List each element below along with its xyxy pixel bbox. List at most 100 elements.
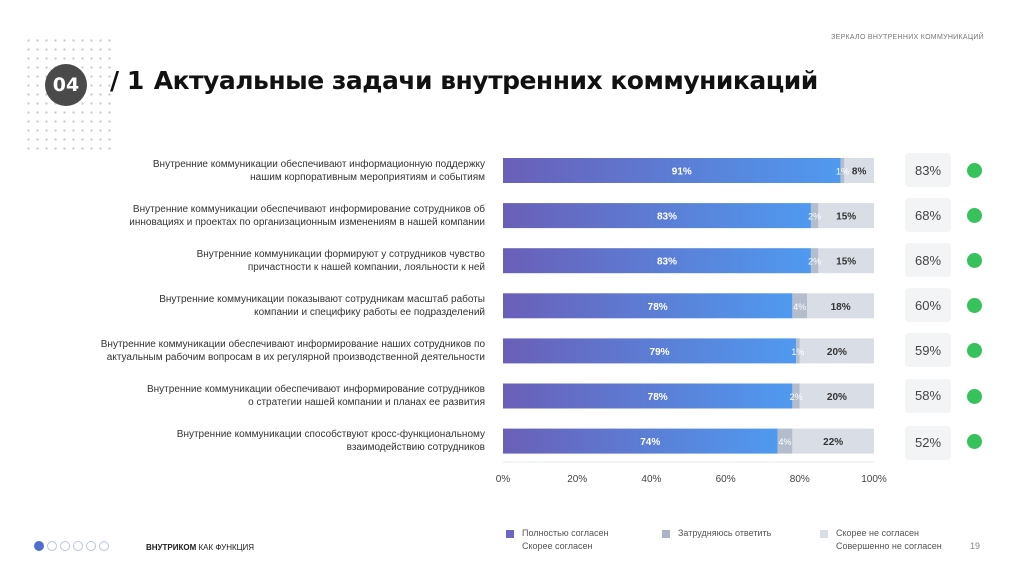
pager-dot[interactable] — [47, 541, 57, 551]
bar-undecided — [810, 248, 819, 274]
bar-undecided — [810, 203, 819, 229]
bar-undecided — [792, 293, 808, 319]
row-label: Внутренние коммуникации обеспечивают инф… — [45, 338, 485, 364]
bar-label-undecided: 4% — [793, 302, 806, 312]
row-label-line: актуальным рабочим вопросам в их регуляр… — [106, 351, 485, 363]
comparison-value: 52% — [905, 425, 951, 460]
comparison-value: 83% — [905, 153, 951, 187]
legend-label: Полностью согласен — [522, 528, 609, 538]
legend-label: Затрудняюсь ответить — [678, 528, 772, 538]
x-tick-label: 100% — [861, 474, 887, 485]
legend-swatch — [506, 530, 514, 538]
bar-label-disagree: 18% — [831, 302, 851, 313]
bar-disagree — [807, 293, 874, 319]
bar-label-disagree: 8% — [852, 167, 867, 178]
status-dot — [967, 433, 982, 449]
row-label: Внутренние коммуникации показывают сотру… — [45, 293, 485, 319]
bar-label-agree: 91% — [672, 167, 692, 178]
row-label-line: Внутренние коммуникации обеспечивают инф… — [152, 158, 485, 170]
bar-label-undecided: 2% — [808, 257, 821, 267]
pager-dot[interactable] — [34, 541, 44, 551]
status-dot — [967, 388, 982, 404]
row-label: Внутренние коммуникации обеспечивают инф… — [45, 158, 485, 184]
footer-title-bold: ВНУТРИКОМ — [146, 543, 197, 552]
bar-agree — [503, 248, 811, 274]
pager-dot[interactable] — [86, 541, 96, 551]
x-tick-label: 40% — [641, 474, 661, 485]
bar-label-agree: 78% — [648, 392, 668, 403]
bar-label-agree: 83% — [657, 257, 677, 268]
bar-agree — [503, 203, 811, 229]
status-dot — [967, 253, 982, 269]
title-number: / 1 — [110, 66, 144, 95]
row-label: Внутренние коммуникации способствуют кро… — [45, 428, 485, 454]
slide-pager — [34, 541, 109, 551]
bar-label-undecided: 1% — [836, 167, 849, 177]
row-label-line: Внутренние коммуникации обеспечивают инф… — [100, 338, 485, 350]
legend-swatch — [820, 530, 828, 538]
legend-item: Затрудняюсь ответить — [662, 527, 772, 540]
bar-disagree — [799, 383, 874, 409]
comparison-value: 60% — [905, 288, 951, 323]
bar-label-undecided: 2% — [790, 392, 803, 402]
bar-label-agree: 74% — [640, 437, 660, 448]
bar-disagree — [818, 203, 874, 229]
bar-agree — [503, 338, 797, 364]
bar-label-disagree: 22% — [823, 437, 843, 448]
legend-item: Скорее не согласен Совершенно не согласен — [820, 527, 942, 553]
row-label: Внутренние коммуникации обеспечивают инф… — [45, 203, 485, 229]
row-label-line: Внутренние коммуникации обеспечивают инф… — [146, 384, 485, 395]
page-number: 19 — [969, 541, 980, 551]
page-title: / 1 Актуальные задачи внутренних коммуник… — [110, 66, 818, 95]
legend-item: Полностью согласен Скорее согласен — [506, 527, 609, 553]
row-label-line: Внутренние коммуникации обеспечивают инф… — [132, 203, 485, 215]
row-label-line: взаимодействию сотрудников — [346, 442, 485, 454]
footer-title: ВНУТРИКОМ КАК ФУНКЦИЯ — [146, 543, 254, 552]
section-caption: ЗЕРКАЛО ВНУТРЕННИХ КОММУНИКАЦИЙ — [831, 34, 984, 41]
status-dot — [967, 343, 982, 359]
row-label-line: Внутренние коммуникации формируют у сотр… — [196, 248, 485, 260]
bar-disagree — [792, 428, 874, 454]
status-dot — [967, 298, 982, 314]
row-label-line: нашим корпоративным мероприятиям и событ… — [250, 171, 485, 183]
row-label-line: компании и специфику работы ее подраздел… — [254, 306, 485, 318]
bar-label-agree: 83% — [657, 212, 677, 223]
footer-title-rest: КАК ФУНКЦИЯ — [196, 543, 255, 552]
bar-label-agree: 78% — [648, 302, 668, 313]
bar-label-disagree: 15% — [836, 212, 856, 223]
pager-dot[interactable] — [73, 541, 83, 551]
bar-label-agree: 79% — [650, 347, 670, 358]
bar-agree — [503, 158, 841, 183]
status-dot — [967, 208, 982, 224]
row-label-line: Внутренние коммуникации показывают сотру… — [159, 293, 485, 305]
bar-label-disagree: 15% — [836, 257, 856, 268]
legend-label: Скорее согласен — [522, 541, 593, 551]
bar-disagree — [818, 248, 874, 274]
row-label-line: инновациях и проектах по организационным… — [129, 216, 485, 228]
bar-label-undecided: 2% — [808, 212, 821, 222]
x-tick-label: 80% — [790, 474, 810, 485]
bar-disagree — [844, 158, 874, 183]
bar-undecided — [840, 158, 845, 183]
bar-agree — [503, 383, 793, 409]
title-text: Актуальные задачи внутренних коммуникаци… — [153, 66, 819, 95]
bar-undecided — [777, 428, 793, 454]
pager-dot[interactable] — [60, 541, 70, 551]
pager-dot[interactable] — [99, 541, 109, 551]
row-label-line: Внутренние коммуникации способствуют кро… — [176, 429, 485, 441]
bar-undecided — [792, 383, 800, 409]
comparison-value: 59% — [905, 333, 951, 368]
legend-label: Скорее не согласен — [836, 528, 919, 538]
x-tick-label: 0% — [496, 474, 511, 485]
x-tick-label: 60% — [716, 474, 736, 485]
status-dot — [967, 163, 982, 178]
bar-agree — [503, 428, 778, 454]
comparison-value: 58% — [905, 378, 951, 413]
bar-label-disagree: 20% — [827, 392, 847, 403]
bar-undecided — [796, 338, 800, 364]
bar-label-undecided: 4% — [778, 437, 791, 447]
legend-swatch — [662, 530, 670, 538]
row-label-line: причастности к нашей компании, лояльност… — [247, 261, 485, 273]
bar-disagree — [799, 338, 874, 364]
bar-label-undecided: 1% — [791, 347, 804, 357]
